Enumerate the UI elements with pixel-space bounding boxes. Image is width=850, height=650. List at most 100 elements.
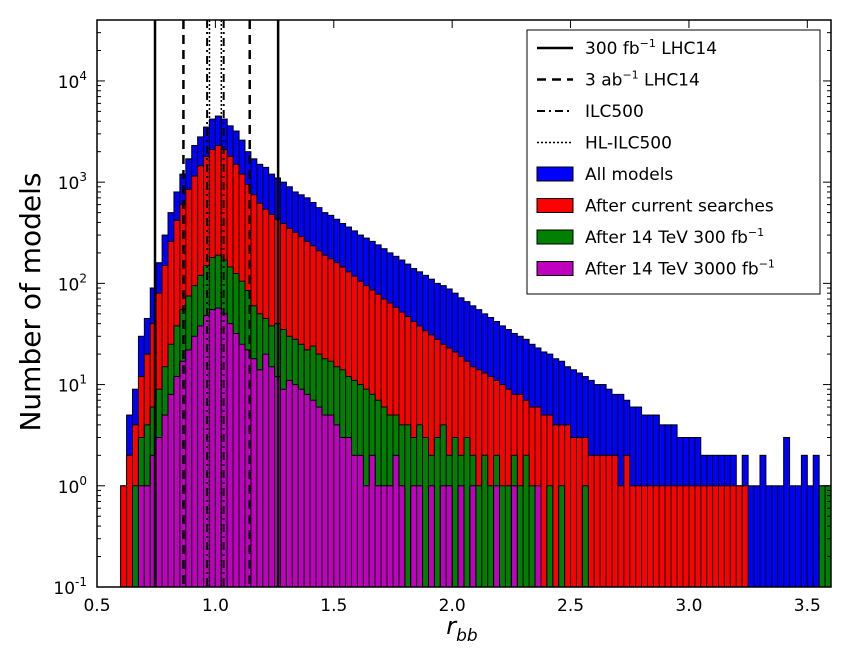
bar-2-97 [688,485,696,588]
bar-4-19 [226,323,234,588]
bar-1-107 [747,485,755,588]
bar-3-63 [487,485,495,588]
bar-2-101 [712,485,720,588]
bar-1-109 [759,454,767,588]
bar-2-76 [564,424,572,588]
bar-3-79 [581,485,589,588]
bar-4-25 [262,353,270,588]
bar-3-3 [132,485,139,588]
bar-2-1 [120,485,128,588]
bar-4-20 [232,332,240,588]
legend-swatch-5 [536,166,574,182]
bar-2-100 [706,485,714,588]
y-axis-label: Number of models [14,172,47,431]
y-tick-label-6: 104 [58,69,87,93]
bar-4-32 [303,393,311,588]
bar-4-47 [392,454,400,588]
bar-4-8 [161,414,169,588]
bar-2-95 [676,485,684,588]
bar-4-37 [333,424,341,588]
bar-4-40 [351,454,358,588]
bar-3-52 [422,437,429,588]
bar-3-75 [558,485,566,588]
legend-swatch-7 [536,229,574,245]
bar-2-80 [587,454,595,588]
bar-2-77 [570,437,577,588]
bar-4-14 [197,325,205,588]
bar-2-98 [694,485,702,588]
bar-1-118 [812,454,820,588]
bar-2-93 [664,485,672,588]
bar-3-57 [451,437,459,588]
x-tick-label-4: 2.0 [439,596,466,616]
x-tick-label-1: 0.5 [83,596,110,616]
bar-3-73 [546,485,554,588]
bar-4-36 [327,414,335,588]
bar-4-44 [374,485,382,588]
bar-4-71 [534,485,542,588]
axes-frame [96,19,832,588]
bar-2-87 [629,485,637,588]
x-axis-label: rbb [446,612,477,646]
axis-ticks: 0.5 1.0 1.5 2.0 2.5 3.0 3.5 10-1 100 101 102 103 104 [53,19,831,616]
bar-4-51 [416,485,424,588]
bar-1-111 [771,485,779,588]
bar-4-17 [214,307,222,588]
legend-label-8: After 14 TeV 3000 fb−1 [585,258,775,280]
legend-swatch-6 [536,198,574,213]
bar-4-38 [339,437,347,588]
legend-label-2: 3 ab−1 LHC14 [585,69,700,91]
legend-swatch-8 [536,261,574,276]
bar-4-43 [368,454,376,588]
y-tick-label-4: 102 [58,271,87,295]
bar-2-78 [575,437,583,588]
bar-4-5 [143,485,151,588]
bar-4-29 [285,379,293,588]
y-tick-label-1: 10-1 [53,575,87,599]
bar-2-99 [700,485,708,588]
bar-2-90 [647,485,654,588]
bar-4-39 [345,437,353,588]
legend-label-7: After 14 TeV 300 fb−1 [585,226,764,248]
bar-2-85 [617,485,625,588]
bar-1-115 [794,485,802,588]
bar-3-68 [516,485,524,588]
bar-3-66 [504,485,512,588]
bar-1-108 [753,485,761,588]
bar-4-26 [268,366,276,588]
bar-3-65 [499,485,506,588]
bar-4-9 [167,393,175,588]
bar-2-94 [670,485,678,588]
bar-2-82 [599,454,607,588]
bar-4-42 [362,485,370,588]
bar-4-28 [280,388,287,588]
bar-4-46 [386,485,394,588]
bar-4-53 [427,485,435,588]
legend: 300 fb−1 LHC14 3 ab−1 LHC14 ILC500 HL-ILC50… [526,29,821,295]
bar-2-72 [540,414,548,588]
bar-2-104 [729,485,737,588]
x-tick-label-2: 1.0 [202,596,229,616]
bar-4-7 [155,437,163,588]
bar-4-55 [439,485,447,588]
bar-3-59 [463,437,471,588]
bar-3-62 [481,454,489,588]
legend-label-1: 300 fb−1 LHC14 [585,37,717,59]
bar-2-88 [635,485,643,588]
y-tick-label-5: 103 [58,170,87,194]
bar-4-67 [510,485,518,588]
bar-2-2 [126,454,134,588]
bar-4-60 [469,485,477,588]
bar-4-50 [410,485,418,588]
x-tick-label-5: 2.5 [557,596,584,616]
bar-4-31 [297,388,305,588]
reference-lines [153,20,280,587]
bar-4-16 [208,309,216,588]
bar-2-92 [658,485,666,588]
bar-3-119 [818,485,826,588]
bar-2-86 [623,454,631,588]
bar-4-58 [457,485,465,588]
bar-3-70 [528,485,536,588]
bar-4-56 [445,485,453,588]
